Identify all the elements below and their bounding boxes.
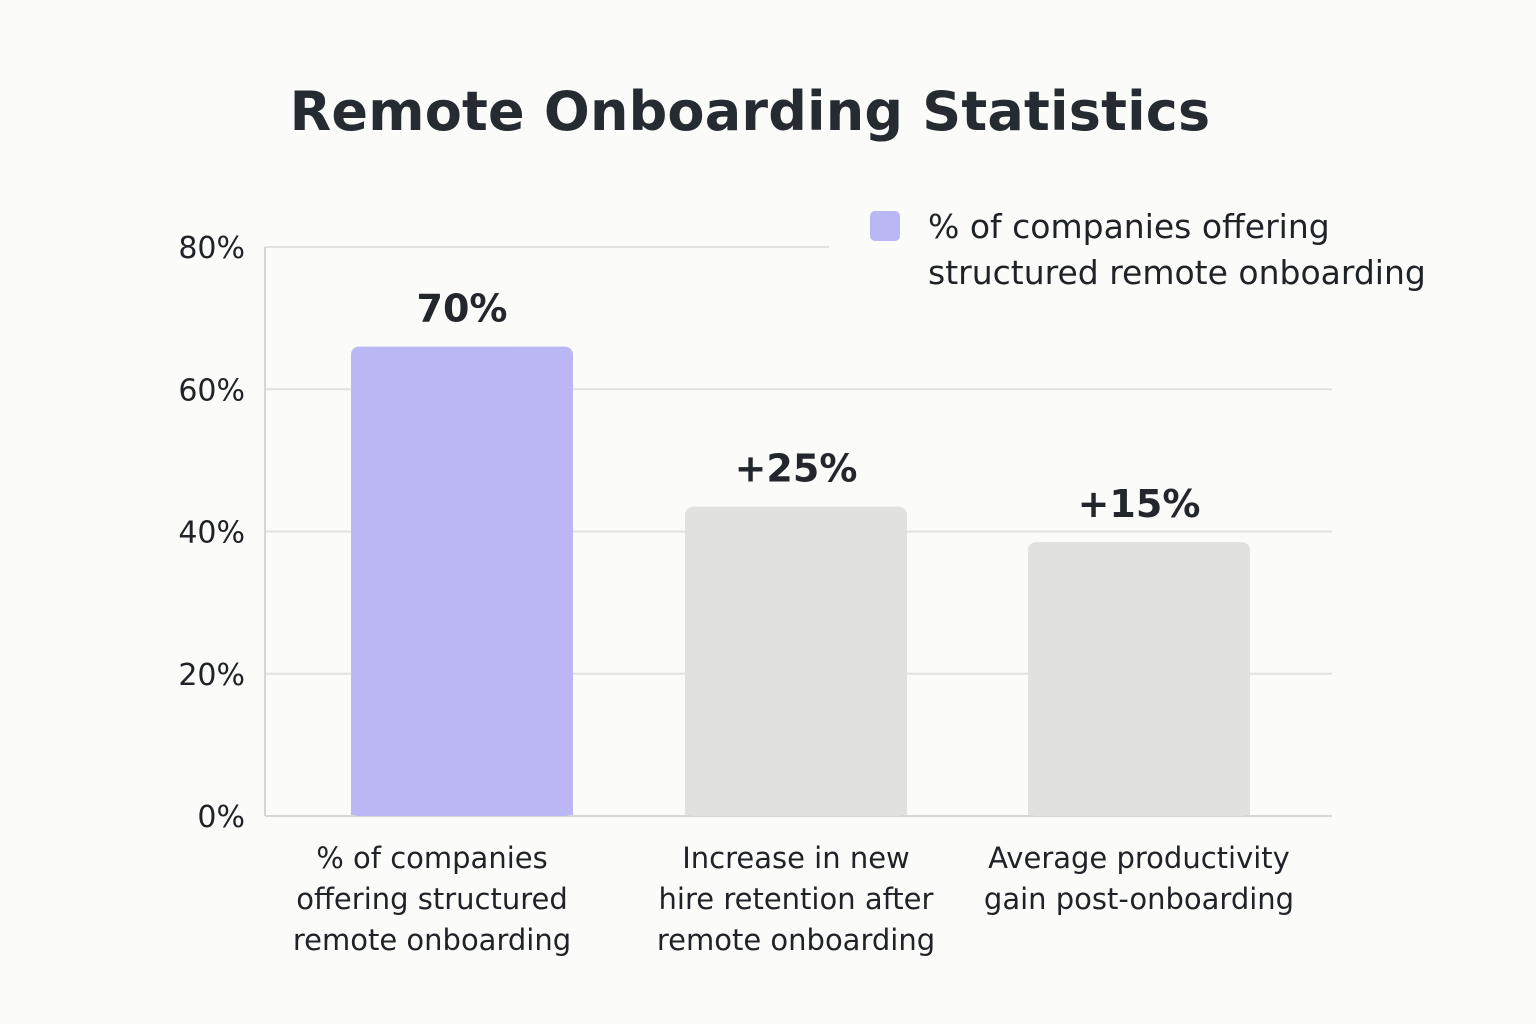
category-label-line: remote onboarding	[293, 923, 571, 957]
y-tick-label: 40%	[178, 516, 245, 551]
y-tick-label: 20%	[178, 658, 245, 693]
legend-label: % of companies offering structured remote…	[928, 207, 1426, 292]
y-tick-label: 60%	[178, 373, 245, 408]
category-label-line: gain post-onboarding	[984, 882, 1294, 916]
bar-base	[685, 806, 907, 815]
category-label-line: % of companies	[316, 841, 547, 875]
category-label-line: Average productivity	[988, 841, 1290, 875]
category-label-line: hire retention after	[659, 882, 934, 916]
data-label: +15%	[1078, 482, 1201, 526]
legend: % of companies offering structured remote…	[870, 207, 1426, 292]
y-tick-label: 80%	[178, 231, 245, 266]
legend-label-line: % of companies offering	[928, 207, 1330, 246]
category-label-line: remote onboarding	[657, 923, 935, 957]
data-labels: 70% +25% +15%	[417, 287, 1201, 527]
y-axis-ticks: 0% 20% 40% 60% 80%	[178, 231, 245, 835]
bar	[351, 346, 573, 816]
y-tick-label: 0%	[197, 800, 245, 835]
bar	[1028, 542, 1250, 816]
data-label: 70%	[417, 287, 508, 331]
category-label: % of companies offering structured remote …	[293, 841, 571, 957]
category-label: Average productivity gain post-onboarding	[984, 841, 1294, 916]
bar-base	[1028, 806, 1250, 815]
bars	[351, 346, 1250, 816]
bar-base	[351, 806, 573, 815]
category-label: Increase in new hire retention after remot…	[657, 841, 935, 957]
chart-title: Remote Onboarding Statistics	[289, 80, 1211, 143]
legend-swatch	[870, 211, 900, 241]
data-label: +25%	[735, 447, 858, 491]
bar	[685, 506, 907, 816]
legend-label-line: structured remote onboarding	[928, 253, 1426, 292]
category-label-line: offering structured	[296, 882, 568, 916]
x-axis-categories: % of companies offering structured remote …	[293, 841, 1294, 957]
category-label-line: Increase in new	[682, 841, 910, 875]
